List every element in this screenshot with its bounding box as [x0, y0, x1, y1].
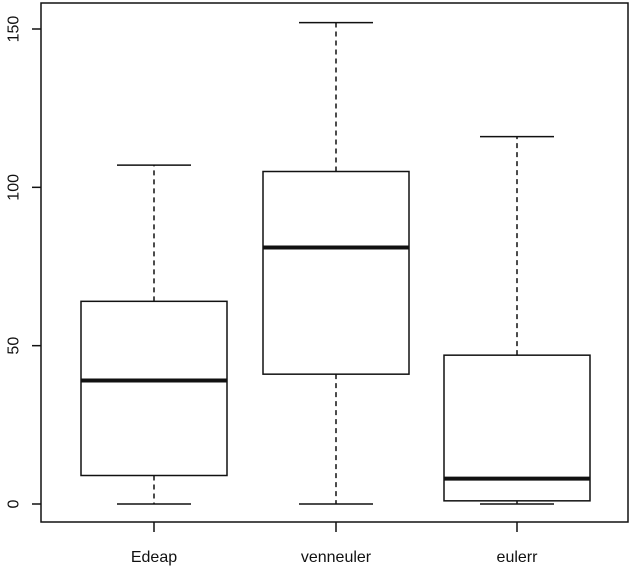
iqr-box: [443, 354, 591, 502]
x-tick-label: Edeap: [131, 549, 177, 566]
box-venneuler: [262, 21, 410, 505]
box-edeap: [80, 164, 228, 505]
iqr-box: [262, 170, 410, 375]
x-axis: Edeap venneuler eulerr: [131, 522, 538, 566]
x-tick-label: venneuler: [301, 549, 372, 566]
x-tick-label: eulerr: [497, 549, 539, 566]
box-eulerr: [443, 135, 591, 505]
y-tick-label: 100: [6, 174, 23, 201]
boxes: [80, 21, 591, 505]
iqr-box: [80, 300, 228, 477]
y-tick-label: 150: [6, 16, 23, 43]
plot-frame: [40, 2, 629, 523]
y-axis: 0 50 100 150: [6, 16, 41, 508]
y-tick-label: 0: [6, 499, 23, 508]
y-tick-label: 50: [6, 337, 23, 355]
